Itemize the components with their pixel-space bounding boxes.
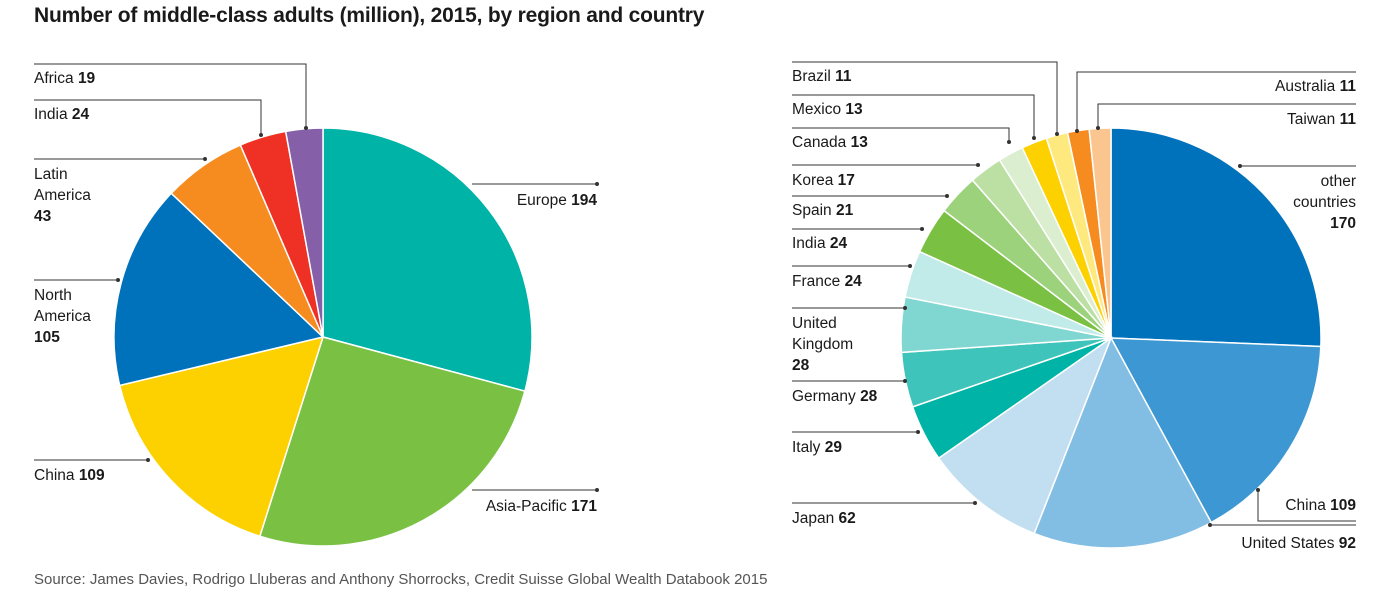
slice-label-country-mexico: Mexico 13 (792, 101, 863, 118)
pie-slice-country-other-countries (1110, 127, 1322, 348)
slice-label-country-other-countries: other countries 170 (1293, 173, 1356, 232)
pie-slice-region-north-america (113, 192, 325, 387)
leader-dot-country-australia (1075, 129, 1079, 133)
pie-slice-country-united-states (1033, 336, 1213, 549)
leader-line-country-canada (792, 127, 1010, 142)
chart-title: Number of middle-class adults (million),… (34, 4, 705, 27)
leader-dot-region-china (146, 458, 150, 462)
pie-chart-region: Europe 194 Asia-Pacific 171 China 109 North… (34, 63, 599, 547)
slice-label-region-latin-america: Latin America 43 (34, 166, 91, 225)
slice-label-country-china: China 109 (1285, 497, 1356, 514)
leader-dot-country-japan (973, 501, 977, 505)
leader-line-country-brazil (792, 61, 1058, 134)
slice-label-region-europe: Europe 194 (517, 192, 598, 209)
leader-dot-country-united-kingdom (903, 306, 907, 310)
leader-dot-country-korea (976, 163, 980, 167)
pie-chart-country: other countries 170 China 109 United States … (792, 61, 1356, 552)
leader-dot-region-north-america (116, 278, 120, 282)
slice-label-region-china: China 109 (34, 467, 105, 484)
leader-dot-region-latin-america (203, 157, 207, 161)
leader-dot-country-canada (1007, 140, 1011, 144)
leader-dot-country-india (920, 227, 924, 231)
leader-dot-region-africa (304, 126, 308, 130)
leader-dot-country-taiwan (1096, 126, 1100, 130)
slice-label-country-taiwan: Taiwan 11 (1287, 111, 1356, 128)
leader-line-region-africa (34, 63, 307, 128)
pie-slice-country-taiwan (1088, 127, 1112, 339)
slice-label-country-australia: Australia 11 (1275, 78, 1356, 95)
leader-dot-country-france (908, 264, 912, 268)
leader-dot-country-italy (916, 430, 920, 434)
slice-label-country-italy: Italy 29 (792, 439, 842, 456)
slice-label-country-united-kingdom: United Kingdom 28 (792, 315, 853, 374)
slice-label-country-india: India 24 (792, 235, 848, 252)
pie-slice-region-europe (322, 127, 533, 393)
pie-slice-country-japan (937, 335, 1113, 535)
leader-dot-region-europe (595, 182, 599, 186)
pie-slice-country-china (1109, 337, 1322, 524)
leader-dot-country-brazil (1055, 132, 1059, 136)
slice-label-country-japan: Japan 62 (792, 510, 856, 527)
slice-label-region-india: India 24 (34, 106, 90, 123)
leader-dot-country-china (1256, 488, 1260, 492)
slice-label-country-united-states: United States 92 (1241, 535, 1356, 552)
slice-label-region-africa: Africa 19 (34, 70, 96, 87)
slice-label-country-brazil: Brazil 11 (792, 68, 852, 85)
leader-dot-region-india (259, 133, 263, 137)
slice-label-country-spain: Spain 21 (792, 202, 854, 219)
leader-line-country-taiwan (1097, 103, 1356, 128)
leader-line-country-australia (1076, 71, 1356, 131)
slice-label-country-canada: Canada 13 (792, 134, 868, 151)
leader-line-country-china (1257, 490, 1356, 522)
leader-dot-country-mexico (1032, 136, 1036, 140)
leader-dot-country-spain (945, 194, 949, 198)
slice-label-country-korea: Korea 17 (792, 172, 855, 189)
leader-line-country-mexico (792, 94, 1035, 138)
leader-dot-region-asia-pacific (595, 488, 599, 492)
leader-dot-country-germany (903, 379, 907, 383)
pie-slice-region-china (118, 335, 325, 538)
pie-slice-region-asia-pacific (258, 336, 526, 547)
slice-label-region-asia-pacific: Asia-Pacific 171 (486, 498, 598, 515)
leader-line-region-india (34, 99, 262, 135)
slice-label-country-germany: Germany 28 (792, 388, 878, 405)
slice-label-country-france: France 24 (792, 273, 862, 290)
source-note: Source: James Davies, Rodrigo Lluberas a… (34, 571, 768, 588)
slice-label-region-north-america: North America 105 (34, 287, 91, 346)
leader-dot-country-united-states (1208, 523, 1212, 527)
leader-dot-country-other-countries (1238, 164, 1242, 168)
